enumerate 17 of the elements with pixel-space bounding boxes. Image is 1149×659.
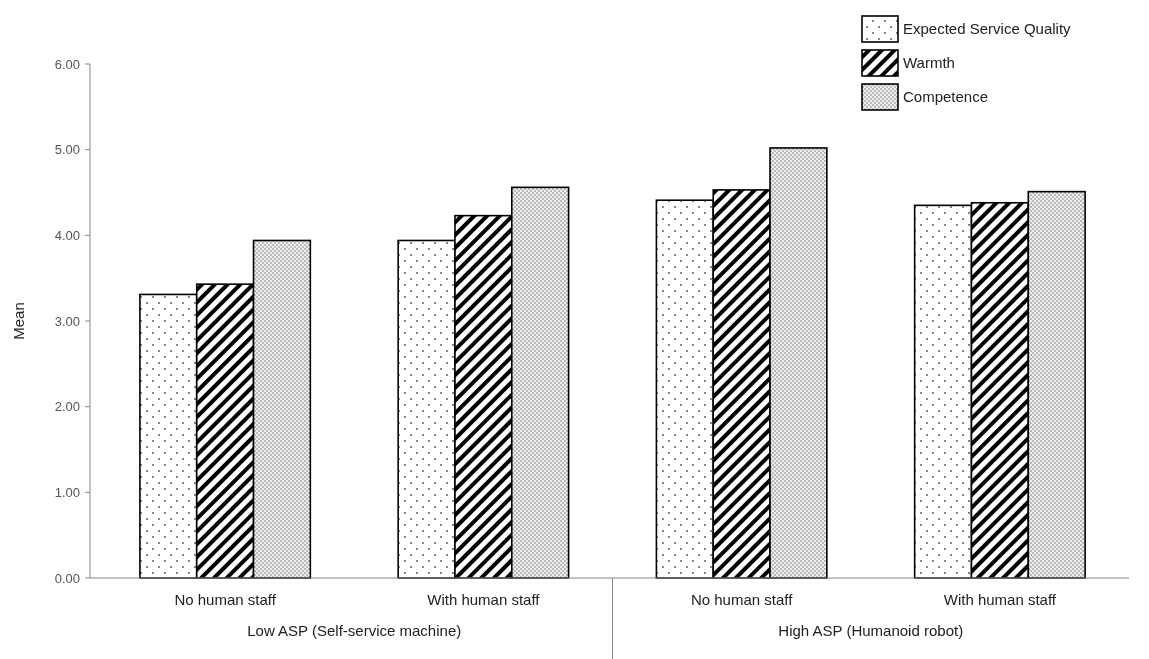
x-tick-label: With human staff bbox=[943, 591, 1057, 608]
legend-label: Warmth bbox=[903, 54, 955, 72]
legend-label: Competence bbox=[903, 88, 989, 106]
y-tick-label: 1.00 bbox=[54, 484, 80, 500]
text: High ASP (Humanoid robot) bbox=[778, 622, 964, 639]
y-tick-label: 0.00 bbox=[54, 570, 80, 586]
text: Low ASP (Self-service machine) bbox=[247, 622, 462, 639]
y-tick-label: 6.00 bbox=[54, 56, 80, 72]
legend-label: Expected Service Quality bbox=[903, 20, 1072, 38]
y-tick-label: 4.00 bbox=[54, 227, 80, 243]
y-axis-title: Mean bbox=[10, 302, 27, 340]
x-tick-label: No human staff bbox=[174, 591, 277, 608]
y-tick-label: 3.00 bbox=[54, 313, 80, 329]
y-tick-label: 2.00 bbox=[54, 399, 80, 415]
x-tick-label: With human staff bbox=[427, 591, 541, 608]
y-tick-label: 5.00 bbox=[54, 142, 80, 158]
x-tick-label: No human staff bbox=[690, 591, 794, 608]
